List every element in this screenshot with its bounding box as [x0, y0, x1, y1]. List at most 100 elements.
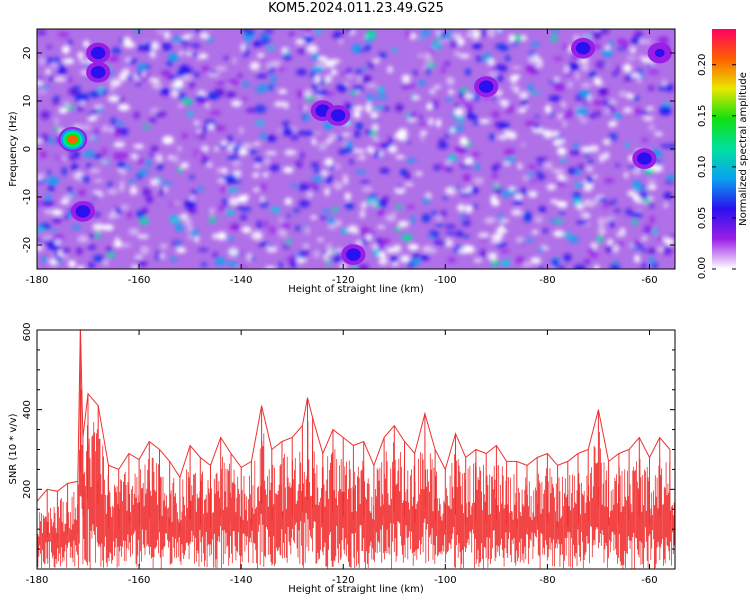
spectrogram-speckle: [408, 82, 417, 89]
colorbar-tick-label: 0.15: [697, 105, 708, 127]
spectrogram-speckle: [527, 178, 537, 183]
spectrogram-speckle: [324, 187, 330, 196]
snr-series-line: [37, 330, 671, 502]
spectrogram-speckle: [167, 155, 173, 161]
spectrogram-speckle: [444, 61, 451, 66]
spectrogram-speckle: [542, 158, 548, 163]
spectrogram-speckle: [342, 132, 351, 137]
spectrogram-speckle: [327, 217, 336, 226]
spectrogram-speckle: [298, 199, 310, 208]
spectrogram-speckle: [418, 35, 424, 40]
spectrogram-speckle: [60, 199, 70, 205]
spectrogram-speckle: [270, 66, 276, 72]
spectrogram-speckle: [208, 216, 217, 223]
spectrogram-speckle: [335, 30, 340, 39]
spectrogram-speckle: [227, 261, 239, 267]
spectrogram-speckle: [352, 84, 365, 93]
spectrogram-speckle: [338, 248, 343, 252]
spectrogram-speckle: [444, 133, 450, 139]
bottom-x-tick-label: -140: [230, 575, 253, 586]
spectrogram-speckle: [324, 59, 336, 68]
spectrogram-speckle: [379, 151, 384, 158]
spectrogram-speckle: [652, 167, 663, 173]
spectrogram-speckle: [568, 236, 579, 243]
spectrogram-speckle: [172, 154, 179, 164]
spectrogram-speckle: [286, 237, 291, 247]
spectrogram-speckle: [389, 145, 398, 154]
spectrogram-speckle: [93, 128, 100, 136]
spectrogram-speckle: [111, 47, 122, 55]
spectrogram-speckle: [37, 244, 44, 252]
spectrogram-speckle: [562, 232, 573, 238]
spectrogram-speckle: [410, 215, 415, 225]
spectrogram-speckle: [484, 217, 496, 224]
spectrogram-speckle: [567, 71, 573, 76]
spectrogram-speckle: [173, 87, 184, 91]
colorbar-tick-label: 0.20: [697, 54, 708, 76]
spectrogram-speckle: [121, 168, 127, 177]
spectrogram-speckle: [346, 68, 352, 74]
spectrogram-speckle: [419, 132, 425, 142]
spectrogram-speckle: [616, 65, 621, 74]
spectrogram-speckle: [541, 229, 550, 233]
spectrogram-speckle: [466, 32, 472, 38]
spectrogram-speckle: [176, 92, 186, 100]
spectrogram-speckle: [612, 199, 617, 205]
spectrogram-speckle: [436, 217, 442, 221]
spectrogram-speckle: [190, 190, 198, 195]
spectrogram-speckle: [631, 211, 643, 218]
spectrogram-speckle: [400, 168, 408, 177]
spectrogram-speckle: [617, 241, 624, 247]
spectrogram-speckle: [395, 226, 401, 233]
spectrogram-speckle: [241, 226, 252, 234]
spectrogram-speckle: [627, 190, 634, 196]
spectrogram-speckle: [551, 130, 560, 137]
spectrogram-speckle: [54, 126, 61, 131]
bottom-y-tick-label: 400: [22, 400, 33, 419]
spectrogram-speckle: [581, 146, 593, 153]
spectrogram-speckle: [575, 94, 581, 102]
spectrogram-speckle: [649, 215, 655, 224]
spectrogram-speckle: [142, 187, 151, 197]
spectrogram-speckle: [372, 142, 384, 146]
spectrogram-speckle: [390, 255, 398, 264]
spectrogram-speckle: [306, 44, 319, 54]
spectrogram-speckle: [201, 65, 209, 72]
spectrogram-speckle: [553, 83, 566, 92]
spectrogram-speckle: [491, 111, 500, 118]
spectrogram-speckle: [149, 152, 155, 158]
spectrogram-speckle: [332, 207, 339, 213]
spectrogram-speckle: [83, 40, 90, 48]
spectrogram-speckle: [400, 255, 411, 263]
spectrogram-speckle: [401, 233, 413, 242]
spectrogram-speckle: [472, 29, 481, 39]
spectrogram-speckle: [197, 248, 209, 252]
spectrogram-speckle: [162, 136, 174, 145]
spectrogram-speckle: [641, 248, 647, 252]
spectrogram-speckle: [249, 61, 261, 71]
spectrogram-speckle: [80, 94, 89, 104]
spectrogram-speckle: [95, 231, 101, 239]
spectrogram-speckle: [200, 130, 205, 140]
spectrogram-speckle: [285, 214, 292, 218]
spectrogram-speckle: [294, 225, 301, 231]
spectrogram-speckle: [575, 71, 580, 81]
spectrogram-speckle: [263, 29, 276, 34]
spectrogram-speckle: [231, 160, 242, 167]
spectrogram-speckle: [208, 72, 220, 77]
spectrogram-speckle: [141, 71, 146, 78]
spectrogram-speckle: [80, 101, 86, 105]
spectrogram-speckle: [160, 181, 173, 186]
spectrogram-speckle: [109, 71, 115, 77]
spectrogram-speckle: [366, 146, 373, 153]
spectrogram-speckle: [647, 69, 659, 75]
spectrogram-speckle: [599, 153, 605, 163]
spectrogram-speckle: [459, 53, 471, 59]
spectrogram-speckle: [212, 252, 219, 259]
top-y-tick-label: -20: [22, 237, 33, 253]
spectrogram-speckle: [171, 89, 179, 98]
spectrogram-speckle: [666, 83, 674, 92]
spectrogram-speckle: [180, 214, 188, 219]
spectrogram-speckle: [325, 139, 333, 144]
spectrogram-speckle: [492, 172, 498, 180]
